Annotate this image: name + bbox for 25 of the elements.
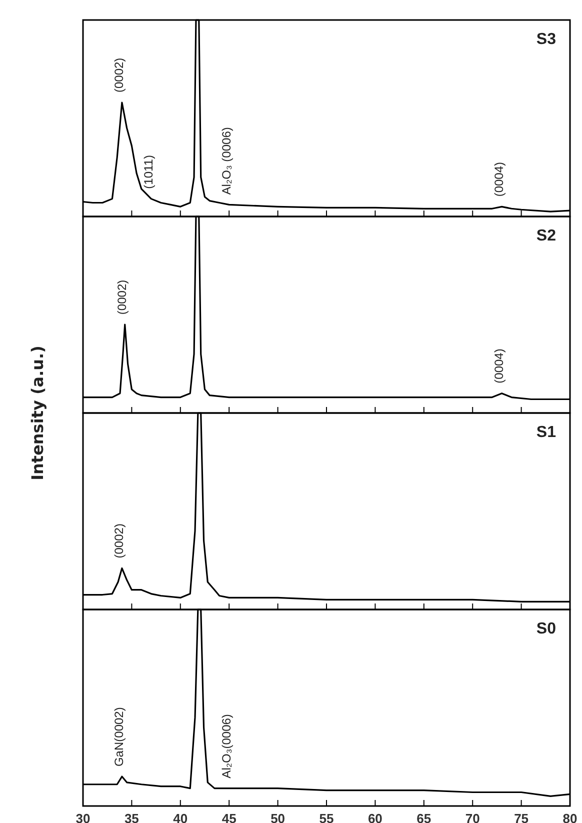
annotation: (0002) xyxy=(112,58,126,93)
x-tick-label: 45 xyxy=(222,811,236,823)
x-tick-label: 30 xyxy=(76,811,90,823)
text: S2 xyxy=(536,228,556,244)
x-tick-label: 50 xyxy=(270,811,286,823)
x-tick-label: 60 xyxy=(368,811,382,823)
annotation: (0002) xyxy=(115,280,130,315)
text: S1 xyxy=(536,424,556,441)
annotation: (0002) xyxy=(112,524,126,558)
text: S3 xyxy=(536,31,556,48)
annotation: Al₂O₃ (0006) xyxy=(219,127,234,195)
annotation: GaN(0002) xyxy=(112,707,126,767)
x-tick-label: 75 xyxy=(514,811,529,823)
x-tick-label: 65 xyxy=(416,811,432,823)
y-axis-title: Intensity (a.u.) xyxy=(28,346,47,480)
x-tick-label: 40 xyxy=(173,811,188,823)
text: S0 xyxy=(536,620,556,638)
x-tick-label: 70 xyxy=(465,811,480,823)
annotation: (0004) xyxy=(492,348,506,384)
annotation: (0004) xyxy=(492,162,506,197)
x-tick-label: 80 xyxy=(562,811,578,823)
annotation: Al₂O₃(0006) xyxy=(219,714,234,778)
x-tick-label: 55 xyxy=(319,811,334,823)
annotation: (1011) xyxy=(141,155,156,189)
x-tick-label: 35 xyxy=(124,811,139,823)
